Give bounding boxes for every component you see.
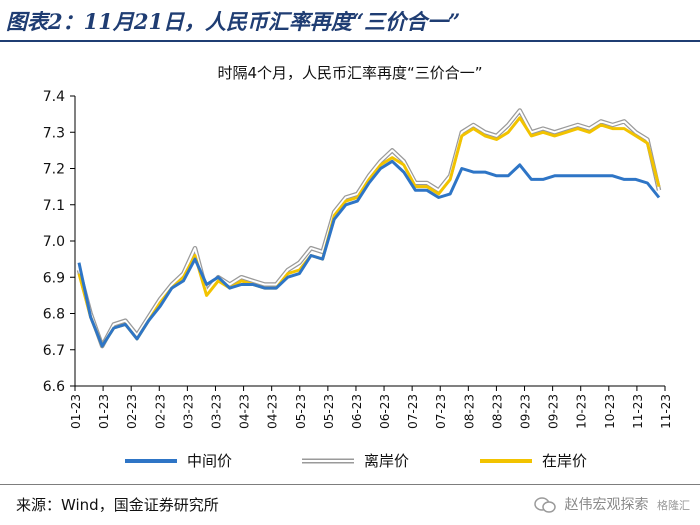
footer-rule bbox=[0, 484, 700, 485]
legend-label: 中间价 bbox=[187, 452, 232, 470]
series-line-onshore bbox=[77, 116, 661, 348]
x-tick-label: 09-23 bbox=[547, 394, 561, 429]
y-tick-label: 7.3 bbox=[43, 125, 65, 141]
chat-bubble-icon bbox=[534, 497, 556, 513]
x-tick-label: 05-23 bbox=[294, 394, 308, 429]
y-tick-label: 6.6 bbox=[43, 379, 65, 395]
series-line-offshore bbox=[78, 109, 660, 348]
watermark: 赵伟宏观探索 格隆汇 bbox=[534, 494, 690, 514]
y-tick-label: 7.4 bbox=[43, 89, 65, 105]
y-tick-label: 6.9 bbox=[43, 270, 65, 286]
chart-title: 时隔4个月，人民币汇率再度“三价合一” bbox=[217, 64, 483, 82]
legend-label: 在岸价 bbox=[542, 452, 587, 470]
x-tick-label: 09-23 bbox=[519, 394, 533, 429]
x-tick-label: 07-23 bbox=[434, 394, 448, 429]
watermark-sub-text: 格隆汇 bbox=[657, 499, 690, 512]
line-chart: 6.6 6.7 6.8 6.9 7.0 7.1 7.2 7.3 7.4 01-23 01-23 02-… bbox=[43, 89, 673, 470]
figure-header: 图表2：11月21日，人民币汇率再度“三价合一” bbox=[0, 0, 700, 44]
x-tick-label: 08-23 bbox=[490, 394, 504, 429]
figure-footer: 来源：Wind，国金证券研究所 赵伟宏观探索 格隆汇 bbox=[0, 484, 700, 525]
y-tick-label: 7.1 bbox=[43, 198, 65, 214]
x-tick-label: 10-23 bbox=[575, 394, 589, 429]
x-tick-label: 03-23 bbox=[209, 394, 223, 429]
x-tick-label: 01-23 bbox=[97, 394, 111, 429]
x-tick-label: 11-23 bbox=[631, 394, 645, 429]
y-tick-label: 7.0 bbox=[43, 234, 65, 250]
x-tick-label: 11-23 bbox=[659, 394, 673, 429]
series-line-offshore-outline bbox=[76, 108, 662, 349]
x-tick-label: 07-23 bbox=[406, 394, 420, 429]
x-tick-label: 10-23 bbox=[603, 394, 617, 429]
y-tick-label: 6.8 bbox=[43, 307, 65, 323]
y-tick-label: 6.7 bbox=[43, 343, 65, 359]
watermark-text: 赵伟宏观探索 bbox=[564, 497, 649, 513]
legend-label: 离岸价 bbox=[364, 452, 409, 470]
x-tick-label: 02-23 bbox=[125, 394, 139, 429]
x-tick-label: 04-23 bbox=[238, 394, 252, 429]
y-tick-label: 7.2 bbox=[43, 162, 65, 178]
x-tick-label: 03-23 bbox=[181, 394, 195, 429]
chart-area: 6.6 6.7 6.8 6.9 7.0 7.1 7.2 7.3 7.4 01-23 01-23 02-… bbox=[0, 52, 700, 482]
x-tick-label: 08-23 bbox=[462, 394, 476, 429]
x-tick-label: 06-23 bbox=[378, 394, 392, 429]
x-tick-label: 01-23 bbox=[69, 394, 83, 429]
x-tick-label: 06-23 bbox=[350, 394, 364, 429]
x-tick-label: 04-23 bbox=[266, 394, 280, 429]
x-tick-label: 05-23 bbox=[322, 394, 336, 429]
figure-title: 图表2：11月21日，人民币汇率再度“三价合一” bbox=[6, 9, 461, 34]
series-line-central bbox=[77, 159, 661, 348]
source-note: 来源：Wind，国金证券研究所 bbox=[16, 496, 219, 514]
x-tick-label: 02-23 bbox=[153, 394, 167, 429]
header-rule bbox=[0, 40, 700, 42]
